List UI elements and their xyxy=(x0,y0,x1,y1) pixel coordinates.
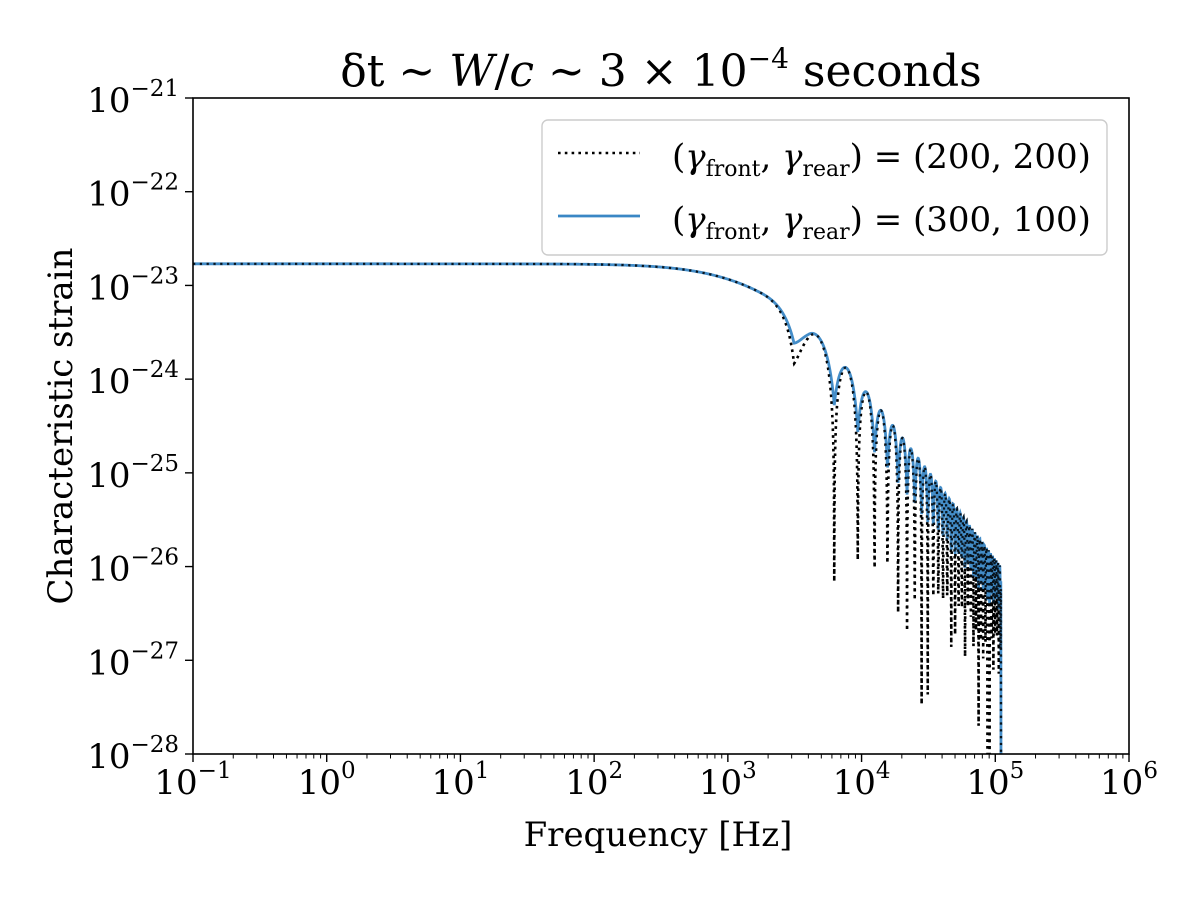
legend-label-series-2: (γfront, γrear) = (300, 100) xyxy=(672,200,1091,245)
y-tick-label-1: 10−27 xyxy=(87,638,179,683)
x-tick-label-5: 104 xyxy=(833,758,891,803)
y-axis-label: Characteristic strain xyxy=(41,248,81,605)
x-tick-label-6: 105 xyxy=(966,758,1024,803)
plot-frame xyxy=(192,97,1130,755)
legend-label-series-1: (γfront, γrear) = (200, 200) xyxy=(672,137,1091,182)
chart-title: δt ∼ W/c ∼ 3 × 10−4 seconds xyxy=(340,42,982,97)
y-tick-label-3: 10−25 xyxy=(87,451,179,496)
x-tick-label-0: 10−1 xyxy=(154,758,231,803)
y-tick-label-0: 10−28 xyxy=(87,732,179,777)
series-layer xyxy=(193,262,1003,754)
ticks-layer: 10−1 100 101 102 103 104 105 106 10−28 10−27 10−26… xyxy=(87,76,1158,803)
series-line-200-200-overlay xyxy=(193,262,1003,754)
y-tick-label-2: 10−26 xyxy=(87,545,179,590)
y-tick-label-6: 10−22 xyxy=(87,170,179,215)
x-tick-label-3: 102 xyxy=(565,758,623,803)
x-axis-label: Frequency [Hz] xyxy=(524,815,793,855)
x-tick-label-7: 106 xyxy=(1100,758,1158,803)
x-tick-label-4: 103 xyxy=(699,758,757,803)
x-tick-label-2: 101 xyxy=(431,758,489,803)
legend-box xyxy=(541,119,1108,256)
y-tick-label-7: 10−21 xyxy=(87,76,179,121)
y-tick-label-4: 10−24 xyxy=(87,357,179,402)
x-tick-label-1: 100 xyxy=(298,758,356,803)
legend: (γfront, γrear) = (200, 200) (γfront, γr… xyxy=(541,119,1108,256)
y-tick-label-5: 10−23 xyxy=(87,263,179,308)
